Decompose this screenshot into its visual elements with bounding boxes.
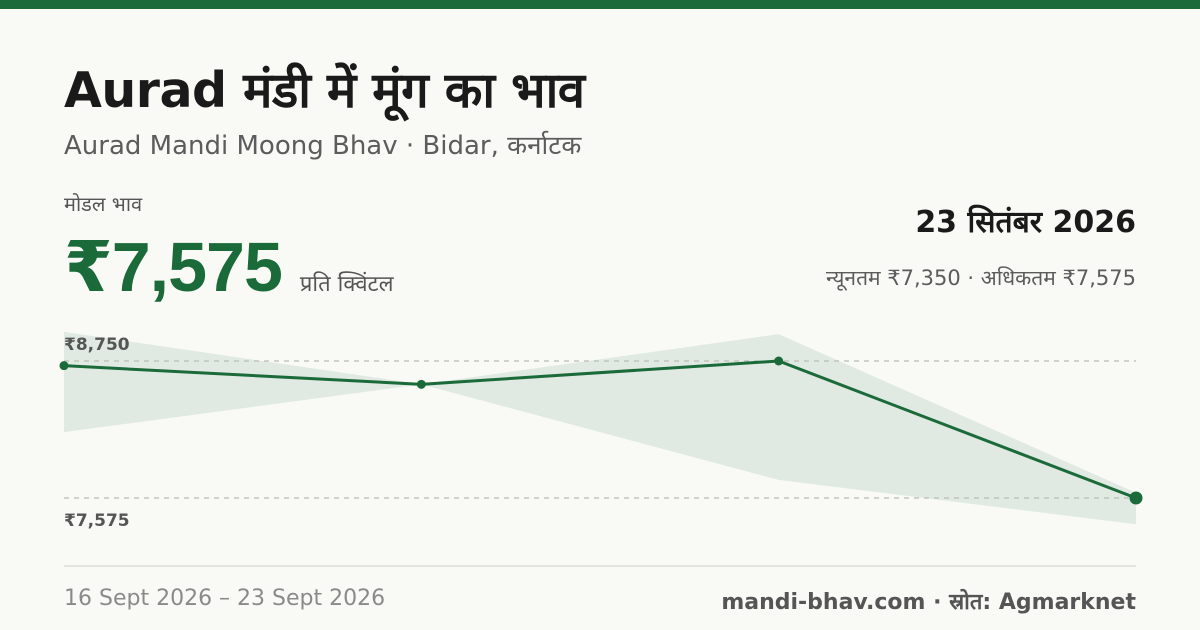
price-date: 23 सितंबर 2026: [915, 205, 1136, 240]
min-max-range: न्यूनतम ₹7,350 · अधिकतम ₹7,575: [826, 266, 1136, 290]
page-title: Aurad मंडी में मूंग का भाव: [64, 62, 585, 119]
footer-date-range: 16 Sept 2026 – 23 Sept 2026: [64, 586, 386, 611]
modal-price-value: ₹7,575: [64, 228, 283, 306]
data-point: [416, 379, 426, 389]
data-point: [59, 361, 69, 371]
page-subtitle: Aurad Mandi Moong Bhav · Bidar, कर्नाटक: [64, 131, 582, 161]
reference-line-label: ₹7,575: [64, 511, 130, 531]
footer-source: mandi-bhav.com · स्रोत: Agmarknet: [721, 590, 1136, 615]
price-row: ₹7,575 प्रति क्विंटल: [64, 226, 394, 308]
price-unit: प्रति क्विंटल: [299, 272, 394, 297]
data-point: [1129, 491, 1143, 505]
reference-line-label: ₹8,750: [64, 335, 130, 355]
modal-price-label: मोडल भाव: [64, 192, 143, 216]
footer-divider: [64, 565, 1136, 567]
modal-price-line: [63, 359, 1137, 500]
top-accent-bar: [0, 0, 1200, 9]
data-point: [774, 356, 784, 366]
